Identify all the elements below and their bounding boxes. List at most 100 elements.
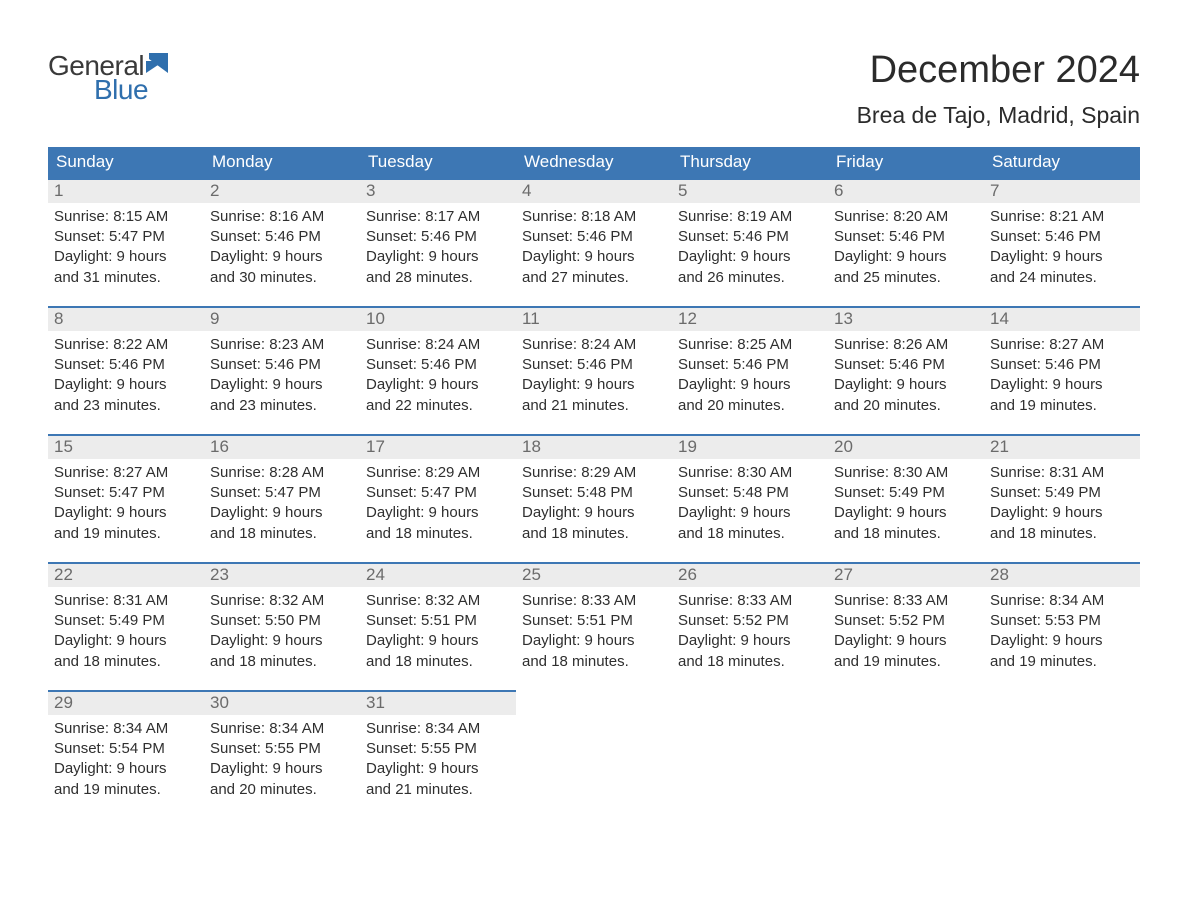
day-details: Sunrise: 8:27 AMSunset: 5:47 PMDaylight:…: [48, 459, 204, 544]
daylight-line-2: and 18 minutes.: [522, 524, 666, 544]
day-details: Sunrise: 8:30 AMSunset: 5:48 PMDaylight:…: [672, 459, 828, 544]
daylight-line-1: Daylight: 9 hours: [54, 503, 198, 523]
empty-day: [516, 690, 672, 770]
daylight-line-1: Daylight: 9 hours: [210, 759, 354, 779]
day-number: 13: [828, 306, 984, 331]
day-details: Sunrise: 8:34 AMSunset: 5:55 PMDaylight:…: [360, 715, 516, 800]
empty-day: [672, 690, 828, 770]
daylight-line-2: and 18 minutes.: [210, 524, 354, 544]
sunset-line: Sunset: 5:46 PM: [210, 227, 354, 247]
day-details: Sunrise: 8:20 AMSunset: 5:46 PMDaylight:…: [828, 203, 984, 288]
daylight-line-2: and 26 minutes.: [678, 268, 822, 288]
daylight-line-2: and 20 minutes.: [210, 780, 354, 800]
day-number: 16: [204, 434, 360, 459]
daylight-line-2: and 19 minutes.: [834, 652, 978, 672]
daylight-line-1: Daylight: 9 hours: [366, 759, 510, 779]
day-cell: 25Sunrise: 8:33 AMSunset: 5:51 PMDayligh…: [516, 562, 672, 672]
sunset-line: Sunset: 5:46 PM: [210, 355, 354, 375]
day-cell: 20Sunrise: 8:30 AMSunset: 5:49 PMDayligh…: [828, 434, 984, 544]
sunset-line: Sunset: 5:47 PM: [210, 483, 354, 503]
header: General Blue December 2024 Brea de Tajo,…: [48, 50, 1140, 129]
sunrise-line: Sunrise: 8:34 AM: [990, 591, 1134, 611]
day-cell: [828, 690, 984, 800]
day-number: 6: [828, 178, 984, 203]
sunset-line: Sunset: 5:46 PM: [522, 227, 666, 247]
week-row: 22Sunrise: 8:31 AMSunset: 5:49 PMDayligh…: [48, 562, 1140, 672]
sunrise-line: Sunrise: 8:21 AM: [990, 207, 1134, 227]
logo-text-blue: Blue: [94, 74, 148, 106]
sunset-line: Sunset: 5:48 PM: [678, 483, 822, 503]
sunset-line: Sunset: 5:46 PM: [678, 227, 822, 247]
sunset-line: Sunset: 5:52 PM: [678, 611, 822, 631]
sunset-line: Sunset: 5:49 PM: [834, 483, 978, 503]
sunset-line: Sunset: 5:53 PM: [990, 611, 1134, 631]
day-number: 22: [48, 562, 204, 587]
sunset-line: Sunset: 5:48 PM: [522, 483, 666, 503]
daylight-line-2: and 31 minutes.: [54, 268, 198, 288]
sunrise-line: Sunrise: 8:22 AM: [54, 335, 198, 355]
sunset-line: Sunset: 5:47 PM: [366, 483, 510, 503]
sunrise-line: Sunrise: 8:16 AM: [210, 207, 354, 227]
day-cell: 15Sunrise: 8:27 AMSunset: 5:47 PMDayligh…: [48, 434, 204, 544]
sunset-line: Sunset: 5:49 PM: [990, 483, 1134, 503]
daylight-line-2: and 18 minutes.: [522, 652, 666, 672]
sunset-line: Sunset: 5:46 PM: [366, 355, 510, 375]
day-number: 20: [828, 434, 984, 459]
sunrise-line: Sunrise: 8:33 AM: [522, 591, 666, 611]
empty-day: [828, 690, 984, 770]
logo: General Blue: [48, 50, 180, 106]
day-number: 27: [828, 562, 984, 587]
day-cell: 16Sunrise: 8:28 AMSunset: 5:47 PMDayligh…: [204, 434, 360, 544]
day-details: Sunrise: 8:34 AMSunset: 5:54 PMDaylight:…: [48, 715, 204, 800]
day-details: Sunrise: 8:21 AMSunset: 5:46 PMDaylight:…: [984, 203, 1140, 288]
daylight-line-1: Daylight: 9 hours: [834, 631, 978, 651]
daylight-line-2: and 19 minutes.: [54, 780, 198, 800]
day-details: Sunrise: 8:27 AMSunset: 5:46 PMDaylight:…: [984, 331, 1140, 416]
page-title: December 2024: [857, 50, 1140, 92]
daylight-line-1: Daylight: 9 hours: [990, 375, 1134, 395]
day-details: Sunrise: 8:23 AMSunset: 5:46 PMDaylight:…: [204, 331, 360, 416]
daylight-line-2: and 18 minutes.: [210, 652, 354, 672]
day-cell: 9Sunrise: 8:23 AMSunset: 5:46 PMDaylight…: [204, 306, 360, 416]
dow-wednesday: Wednesday: [516, 147, 672, 178]
title-block: December 2024 Brea de Tajo, Madrid, Spai…: [857, 50, 1140, 129]
day-cell: 5Sunrise: 8:19 AMSunset: 5:46 PMDaylight…: [672, 178, 828, 288]
daylight-line-1: Daylight: 9 hours: [990, 631, 1134, 651]
day-number: 25: [516, 562, 672, 587]
day-cell: [672, 690, 828, 800]
sunrise-line: Sunrise: 8:23 AM: [210, 335, 354, 355]
sunrise-line: Sunrise: 8:28 AM: [210, 463, 354, 483]
day-number: 26: [672, 562, 828, 587]
daylight-line-1: Daylight: 9 hours: [678, 503, 822, 523]
daylight-line-1: Daylight: 9 hours: [366, 375, 510, 395]
day-number: 2: [204, 178, 360, 203]
day-cell: 11Sunrise: 8:24 AMSunset: 5:46 PMDayligh…: [516, 306, 672, 416]
calendar: Sunday Monday Tuesday Wednesday Thursday…: [48, 147, 1140, 800]
sunset-line: Sunset: 5:46 PM: [54, 355, 198, 375]
day-details: Sunrise: 8:32 AMSunset: 5:51 PMDaylight:…: [360, 587, 516, 672]
day-number: 7: [984, 178, 1140, 203]
sunset-line: Sunset: 5:47 PM: [54, 227, 198, 247]
daylight-line-2: and 18 minutes.: [678, 652, 822, 672]
sunset-line: Sunset: 5:52 PM: [834, 611, 978, 631]
day-number: 14: [984, 306, 1140, 331]
sunrise-line: Sunrise: 8:31 AM: [990, 463, 1134, 483]
daylight-line-2: and 28 minutes.: [366, 268, 510, 288]
daylight-line-1: Daylight: 9 hours: [54, 759, 198, 779]
day-cell: 7Sunrise: 8:21 AMSunset: 5:46 PMDaylight…: [984, 178, 1140, 288]
daylight-line-2: and 24 minutes.: [990, 268, 1134, 288]
day-number: 8: [48, 306, 204, 331]
day-details: Sunrise: 8:29 AMSunset: 5:48 PMDaylight:…: [516, 459, 672, 544]
day-details: Sunrise: 8:28 AMSunset: 5:47 PMDaylight:…: [204, 459, 360, 544]
sunset-line: Sunset: 5:54 PM: [54, 739, 198, 759]
day-number: 17: [360, 434, 516, 459]
day-cell: 28Sunrise: 8:34 AMSunset: 5:53 PMDayligh…: [984, 562, 1140, 672]
sunset-line: Sunset: 5:46 PM: [834, 227, 978, 247]
daylight-line-2: and 18 minutes.: [678, 524, 822, 544]
daylight-line-2: and 18 minutes.: [834, 524, 978, 544]
dow-sunday: Sunday: [48, 147, 204, 178]
daylight-line-1: Daylight: 9 hours: [210, 631, 354, 651]
sunset-line: Sunset: 5:46 PM: [678, 355, 822, 375]
day-number: 31: [360, 690, 516, 715]
daylight-line-1: Daylight: 9 hours: [210, 503, 354, 523]
